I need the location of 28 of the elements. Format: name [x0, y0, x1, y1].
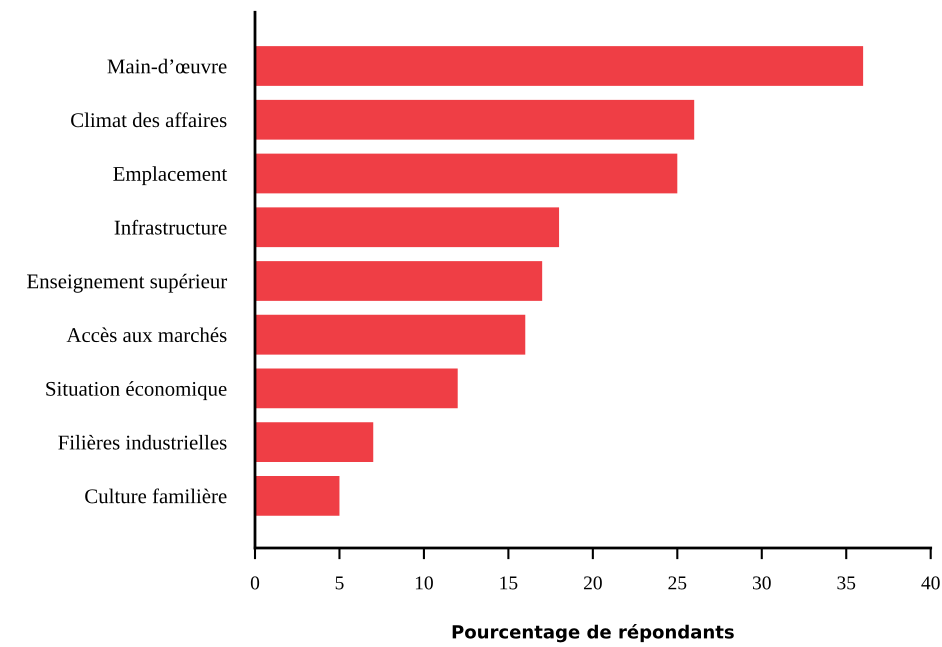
bar: [255, 207, 560, 248]
x-tick-label: 20: [584, 576, 602, 590]
x-tick-label: 35: [837, 576, 856, 590]
x-tick-label: 5: [336, 576, 344, 590]
bar: [255, 261, 542, 301]
x-axis-title: Pourcentage de répondants: [452, 624, 734, 642]
bar: [255, 46, 864, 86]
bar: [255, 422, 374, 462]
y-tick-label: Accès aux marchés: [66, 327, 226, 342]
bar: [255, 314, 526, 355]
y-tick-label: Emplacement: [113, 166, 228, 186]
y-tick-label: Infrastructure: [114, 220, 226, 235]
y-tick-label: Filières industrielles: [58, 434, 226, 450]
x-tick-label: 0: [250, 576, 260, 590]
x-tick-label: 15: [500, 576, 518, 590]
y-tick-label: Climat des affaires: [71, 112, 226, 128]
x-tick-label: 25: [668, 576, 686, 590]
y-tick-label: Culture familière: [85, 488, 226, 504]
bar: [255, 154, 678, 194]
x-tick-label: 30: [752, 576, 771, 590]
bar: [255, 100, 694, 140]
y-tick-label: Situation économique: [46, 381, 226, 400]
y-tick-label: Enseignement supérieur: [27, 274, 228, 293]
x-tick-label: 40: [921, 576, 940, 590]
y-tick-label: Main-d’œuvre: [107, 58, 226, 74]
x-tick-label: 10: [416, 576, 433, 590]
bar: [255, 368, 458, 408]
bar: [255, 476, 340, 516]
